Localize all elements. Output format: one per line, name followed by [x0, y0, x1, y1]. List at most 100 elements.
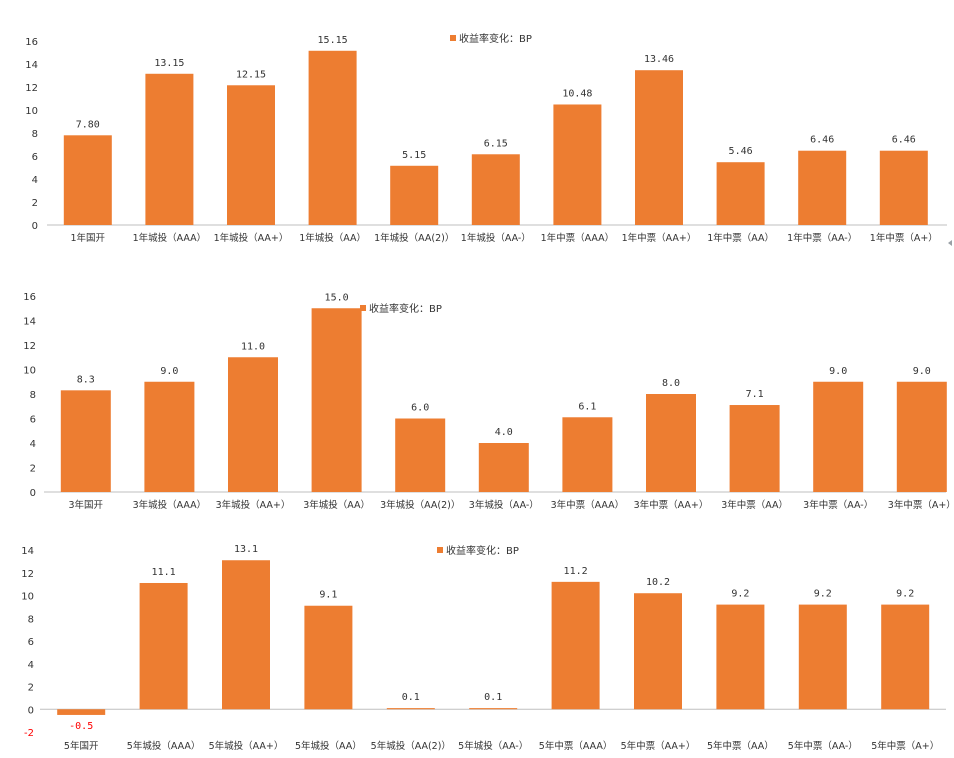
category-label: 1年中票（AAA）: [541, 232, 615, 244]
data-label: 15.0: [325, 292, 349, 303]
bar: [228, 357, 278, 492]
category-label: 5年城投（AA）: [295, 740, 362, 752]
data-label: 8.3: [77, 374, 95, 385]
category-label: 1年中票（AA-）: [787, 232, 857, 244]
data-label: 9.2: [814, 589, 832, 600]
data-label: 9.0: [913, 366, 931, 377]
data-label: 5.15: [402, 150, 426, 161]
y-tick-label: 12: [21, 569, 34, 580]
bar: [304, 605, 353, 710]
data-label: 13.46: [644, 54, 674, 65]
legend: 收益率变化：BP: [450, 30, 532, 45]
data-label: 9.0: [160, 366, 178, 377]
chart-1y-plot: 0 2 4 6 8 10 12 14 16 7.80 1年国开 13.15 1年城投（AAA） 12.15…: [25, 35, 947, 244]
category-label: 1年城投（AA+）: [214, 232, 289, 244]
y-tick-label: 4: [32, 175, 38, 186]
data-label: 10.2: [646, 577, 670, 588]
bar: [798, 604, 847, 710]
y-tick-label: 4: [28, 660, 34, 671]
y-tick-label: 10: [23, 366, 36, 377]
y-tick-label: 14: [21, 546, 34, 557]
bar: [646, 394, 696, 492]
category-label: 5年国开: [64, 740, 99, 752]
y-tick-label: 16: [25, 37, 38, 48]
data-label: 15.15: [318, 35, 348, 46]
data-label: 6.15: [484, 138, 508, 149]
category-label: 5年城投（AA(2)）: [371, 740, 451, 752]
y-tick-label: 8: [30, 390, 36, 401]
category-label: 1年城投（AA）: [299, 232, 366, 244]
data-label: 0.1: [402, 692, 420, 703]
legend: 收益率变化：BP: [360, 300, 442, 315]
data-label: 13.1: [234, 544, 258, 555]
y-tick-label: 2: [28, 683, 34, 694]
bar: [729, 405, 780, 492]
bar: [716, 162, 765, 225]
legend-swatch: [437, 546, 443, 553]
category-label: 5年中票（AA+）: [621, 740, 696, 752]
category-label: 1年城投（AAA）: [133, 232, 207, 244]
chart-3y: 收益率变化：BP 0 2 4 6 8 10 12 14 16 8.3 3年国开 9.0 3年城投（AAA…: [0, 258, 954, 522]
category-label: 5年城投（AA+）: [209, 740, 284, 752]
y-tick-label: 14: [23, 317, 36, 328]
category-label: 3年城投（AAA）: [133, 499, 207, 511]
category-label: 5年城投（AA-）: [458, 740, 528, 752]
bar: [551, 581, 600, 710]
category-label: 3年中票（AA）: [721, 499, 788, 511]
category-label: 3年中票（AA-）: [803, 499, 873, 511]
bar: [144, 381, 195, 492]
data-label: 7.1: [746, 389, 764, 400]
y-tick-label: 12: [25, 83, 38, 94]
data-label: 13.15: [154, 58, 184, 69]
chart-1y: 收益率变化：BP 0 2 4 6 8 10 12 14 16 7.80 1年国开 13.15 1年城投（…: [0, 0, 954, 258]
y-tick-label: 6: [32, 152, 38, 163]
y-tick-label: 0: [32, 221, 38, 232]
data-label: 6.46: [892, 135, 916, 146]
category-label: 5年中票（A+）: [871, 740, 939, 752]
bar: [386, 708, 435, 710]
legend-swatch: [360, 304, 366, 311]
category-label: 3年国开: [69, 499, 104, 511]
category-label: 1年中票（AA+）: [622, 232, 697, 244]
data-label: 5.46: [729, 146, 753, 157]
y-tick-label: 8: [32, 129, 38, 140]
category-label: 3年中票（A+）: [888, 499, 954, 511]
category-label: 5年城投（AAA）: [127, 740, 201, 752]
data-label: 12.15: [236, 69, 266, 80]
category-label: 3年中票（AAA）: [551, 499, 625, 511]
data-label: 9.1: [319, 590, 337, 601]
data-label: 9.2: [731, 589, 749, 600]
data-label: 4.0: [495, 427, 513, 438]
scroll-marker-icon: [948, 240, 952, 246]
y-tick-label: 0: [30, 488, 36, 499]
bar: [469, 708, 518, 710]
data-label: 9.0: [829, 366, 847, 377]
bar: [222, 560, 270, 710]
data-label: 9.2: [896, 589, 914, 600]
y-tick-label: 14: [25, 60, 38, 71]
bar: [553, 104, 602, 225]
y-tick-label: 12: [23, 341, 36, 352]
bar: [60, 390, 111, 492]
y-tick-label: 2: [32, 198, 38, 209]
chart-5y-plot: -2 0 2 4 6 8 10 12 14 -0.5 5年国开 11.1 5年城投（AAA） 13.1 5年…: [21, 544, 946, 752]
legend-label: 收益率变化：BP: [369, 304, 442, 315]
category-label: 3年城投（AA+）: [216, 499, 291, 511]
bar: [227, 85, 275, 226]
bar: [879, 150, 928, 225]
bar: [798, 150, 847, 225]
bar: [390, 165, 439, 225]
legend-swatch: [450, 34, 456, 41]
data-label: 6.0: [411, 403, 429, 414]
data-label: 7.80: [76, 119, 100, 130]
data-label: 6.1: [578, 401, 596, 412]
bar: [311, 308, 362, 492]
data-label: -0.5: [69, 721, 93, 732]
y-tick-label: 10: [25, 106, 38, 117]
chart-3y-plot: 0 2 4 6 8 10 12 14 16 8.3 3年国开 9.0 3年城投（AAA） 11.0 3年城投…: [23, 292, 954, 511]
bar: [139, 582, 188, 710]
y-tick-label: -2: [24, 728, 34, 739]
legend-label: 收益率变化：BP: [446, 546, 519, 557]
bar: [478, 443, 529, 492]
bar: [881, 604, 930, 710]
